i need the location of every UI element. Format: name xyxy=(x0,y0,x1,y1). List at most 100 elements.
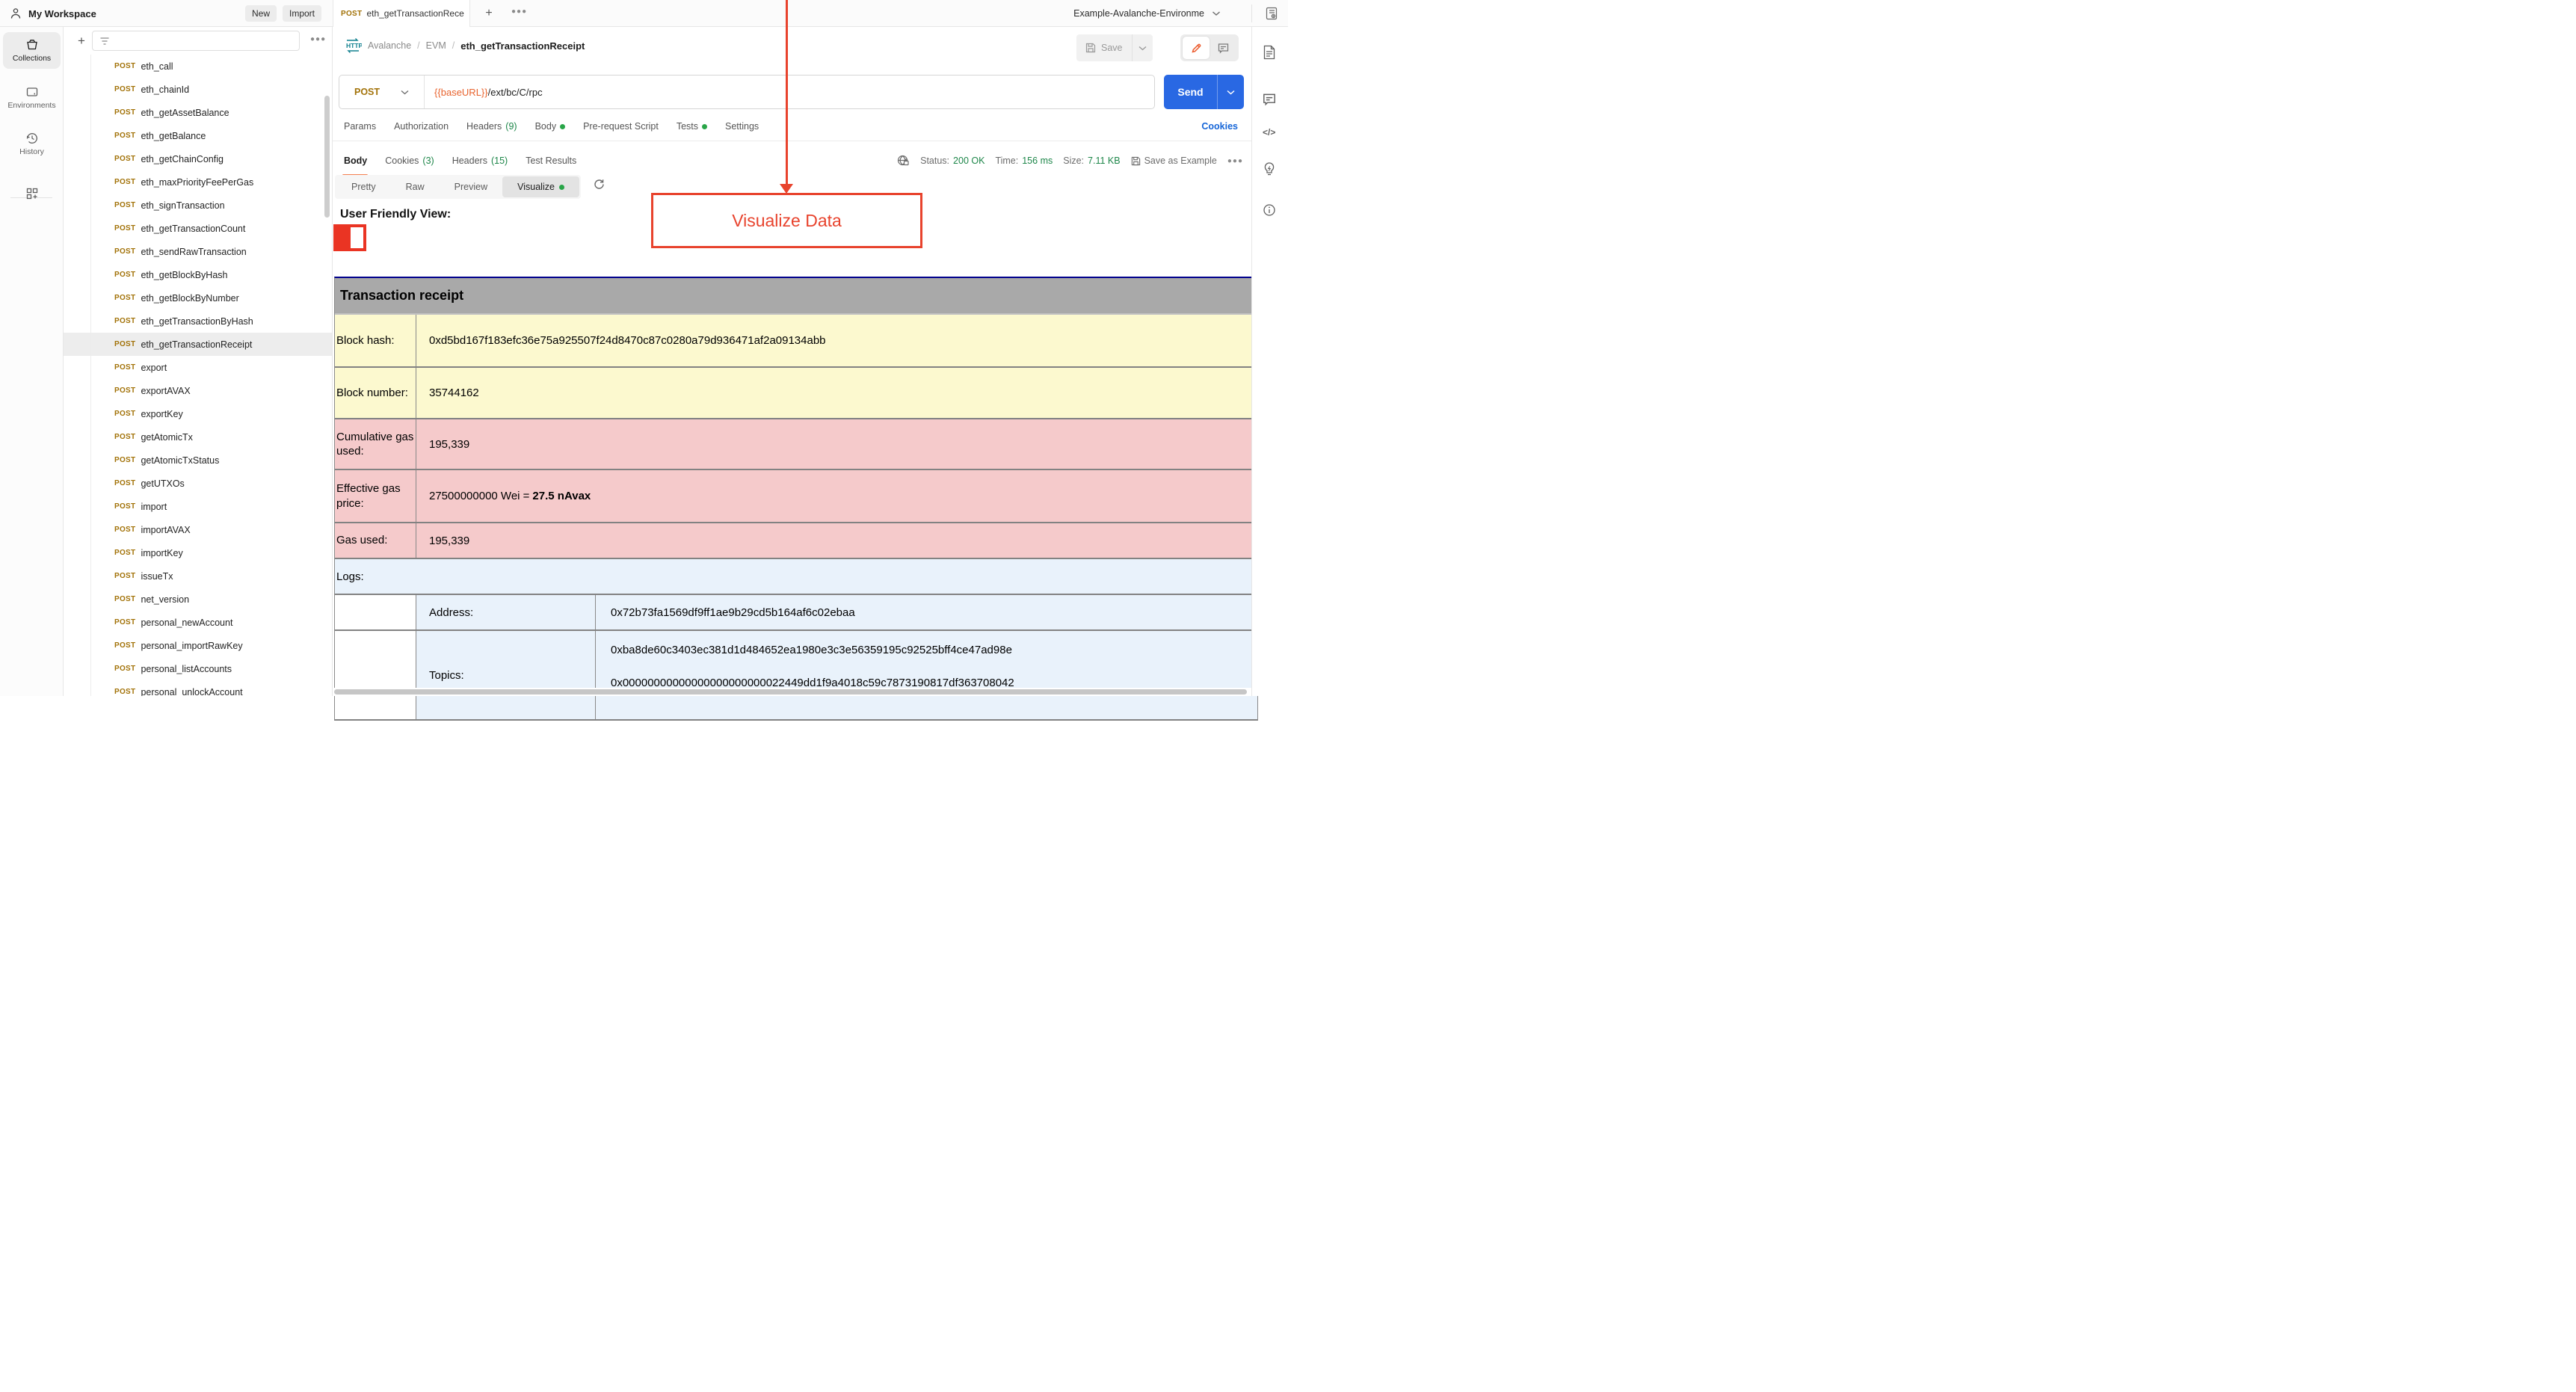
request-name: eth_getTransactionByHash xyxy=(141,315,253,327)
tab-response-view[interactable]: Raw xyxy=(391,176,440,197)
send-options-icon[interactable] xyxy=(1218,90,1244,95)
tab-response-section[interactable]: Body xyxy=(342,155,369,176)
cookies-link[interactable]: Cookies xyxy=(1201,121,1238,132)
list-item-request[interactable]: POST export xyxy=(64,356,332,379)
list-item-request[interactable]: POST importAVAX xyxy=(64,518,332,541)
list-item-request[interactable]: POST eth_getBlockByNumber xyxy=(64,286,332,309)
tab-request-section[interactable]: Pre-request Script xyxy=(583,121,659,132)
tab-request-section[interactable]: Params xyxy=(344,121,376,132)
save-icon xyxy=(1131,156,1140,165)
sidebar-scrollbar[interactable] xyxy=(324,96,330,218)
refresh-icon[interactable] xyxy=(593,178,606,191)
list-item-request[interactable]: POST net_version xyxy=(64,588,332,611)
row-value: 27500000000 Wei = 27.5 nAvax xyxy=(416,470,1257,522)
tab-response-section[interactable]: Headers (15) xyxy=(452,155,508,166)
comment-mode-button[interactable] xyxy=(1210,37,1236,59)
breadcrumb-collection[interactable]: Avalanche xyxy=(368,40,412,51)
list-item-request[interactable]: POST eth_maxPriorityFeePerGas xyxy=(64,170,332,194)
tab-request-section[interactable]: Tests xyxy=(677,121,707,132)
request-tab[interactable]: POST eth_getTransactionRece xyxy=(333,0,470,27)
breadcrumb-folder[interactable]: EVM xyxy=(425,40,446,51)
list-item-request[interactable]: POST eth_call xyxy=(64,55,332,78)
spacer-cell xyxy=(335,595,416,629)
user-friendly-view-checkbox[interactable] xyxy=(333,224,366,251)
network-icon[interactable] xyxy=(896,154,910,167)
related-requests-icon[interactable] xyxy=(1263,161,1276,176)
save-as-example-button[interactable]: Save as Example xyxy=(1131,155,1217,166)
chevron-down-icon[interactable] xyxy=(401,90,409,95)
list-item-request[interactable]: POST importKey xyxy=(64,541,332,564)
list-item-request[interactable]: POST eth_sendRawTransaction xyxy=(64,240,332,263)
list-item-request[interactable]: POST exportAVAX xyxy=(64,379,332,402)
collections-sidebar: + ●●● POST eth_call POST eth_ch xyxy=(64,27,333,696)
workspace-switcher[interactable]: My Workspace xyxy=(0,0,333,27)
tab-request-section[interactable]: Body xyxy=(535,121,566,132)
request-method-badge: POST xyxy=(114,410,136,418)
send-button[interactable]: Send xyxy=(1164,75,1244,109)
list-item-request[interactable]: POST eth_getTransactionByHash xyxy=(64,309,332,333)
list-item-request[interactable]: POST personal_newAccount xyxy=(64,611,332,634)
send-label: Send xyxy=(1177,86,1204,98)
tab-response-section[interactable]: Test Results xyxy=(526,155,576,166)
tab-request-section[interactable]: Headers (9) xyxy=(466,121,517,132)
request-name: eth_call xyxy=(141,61,173,72)
save-label: Save xyxy=(1101,43,1123,53)
list-item-request[interactable]: POST eth_getBlockByHash xyxy=(64,263,332,286)
new-button[interactable]: New xyxy=(245,5,277,22)
comment-icon xyxy=(1218,43,1228,54)
tab-response-view[interactable]: Preview xyxy=(440,176,502,197)
list-item-request[interactable]: POST getAtomicTx xyxy=(64,425,332,449)
sidebar-item-collections[interactable]: Collections xyxy=(3,32,61,69)
list-item-request[interactable]: POST import xyxy=(64,495,332,518)
documentation-icon[interactable] xyxy=(1263,45,1276,60)
tab-response-section[interactable]: Cookies (3) xyxy=(385,155,434,166)
list-item-request[interactable]: POST issueTx xyxy=(64,564,332,588)
list-item-request[interactable]: POST eth_getBalance xyxy=(64,124,332,147)
sidebar-item-history[interactable]: History xyxy=(3,132,61,156)
comments-icon[interactable] xyxy=(1263,93,1276,106)
divider xyxy=(10,197,52,198)
sidebar-options-icon[interactable]: ●●● xyxy=(310,35,327,43)
tab-options-icon[interactable]: ●●● xyxy=(511,7,528,16)
request-name: eth_getTransactionCount xyxy=(141,223,246,234)
list-item-request[interactable]: POST getUTXOs xyxy=(64,472,332,495)
environment-selector[interactable]: Example-Avalanche-Environme xyxy=(1073,0,1221,27)
row-value: 0xd5bd167f183efc36e75a925507f24d8470c87c… xyxy=(416,315,1257,366)
list-item-request[interactable]: POST eth_getTransactionReceipt xyxy=(64,333,332,356)
url-input[interactable]: {{baseURL}}/ext/bc/C/rpc xyxy=(434,87,543,98)
method-dropdown[interactable]: POST xyxy=(354,87,380,97)
tab-label: Tests xyxy=(676,121,698,132)
tab-response-view[interactable]: Visualize xyxy=(502,176,579,197)
tab-response-view[interactable]: Pretty xyxy=(336,176,391,197)
list-item-request[interactable]: POST eth_getAssetBalance xyxy=(64,101,332,124)
request-name: eth_chainId xyxy=(141,84,190,95)
list-item-request[interactable]: POST personal_importRawKey xyxy=(64,634,332,657)
import-button[interactable]: Import xyxy=(283,5,322,22)
list-item-request[interactable]: POST eth_signTransaction xyxy=(64,194,332,217)
environment-quick-look-icon[interactable] xyxy=(1265,7,1278,20)
tab-request-section[interactable]: Authorization xyxy=(394,121,449,132)
list-item-request[interactable]: POST eth_getTransactionCount xyxy=(64,217,332,240)
sidebar-item-environments[interactable]: Environments xyxy=(3,85,61,110)
horizontal-scrollbar[interactable] xyxy=(334,689,1247,695)
new-tab-button[interactable]: + xyxy=(485,7,493,19)
list-item-request[interactable]: POST exportKey xyxy=(64,402,332,425)
http-method-icon: HTTP xyxy=(344,37,362,54)
tab-count: (9) xyxy=(505,121,517,132)
list-item-request[interactable]: POST personal_unlockAccount xyxy=(64,680,332,697)
add-collection-button[interactable]: + xyxy=(78,34,85,48)
save-options-button[interactable] xyxy=(1131,34,1153,61)
configure-workspace-icon[interactable] xyxy=(3,187,61,200)
row-value-bold: 27.5 nAvax xyxy=(532,490,591,502)
list-item-request[interactable]: POST eth_getChainConfig xyxy=(64,147,332,170)
code-snippet-icon[interactable]: </> xyxy=(1263,127,1276,138)
list-item-request[interactable]: POST eth_chainId xyxy=(64,78,332,101)
info-icon[interactable] xyxy=(1263,203,1276,217)
list-item-request[interactable]: POST getAtomicTxStatus xyxy=(64,449,332,472)
edit-mode-button[interactable] xyxy=(1183,37,1210,59)
save-button[interactable]: Save xyxy=(1076,34,1132,61)
list-item-request[interactable]: POST personal_listAccounts xyxy=(64,657,332,680)
tab-request-section[interactable]: Settings xyxy=(725,121,759,132)
response-options-icon[interactable]: ●●● xyxy=(1227,156,1243,165)
filter-input[interactable] xyxy=(92,31,300,51)
